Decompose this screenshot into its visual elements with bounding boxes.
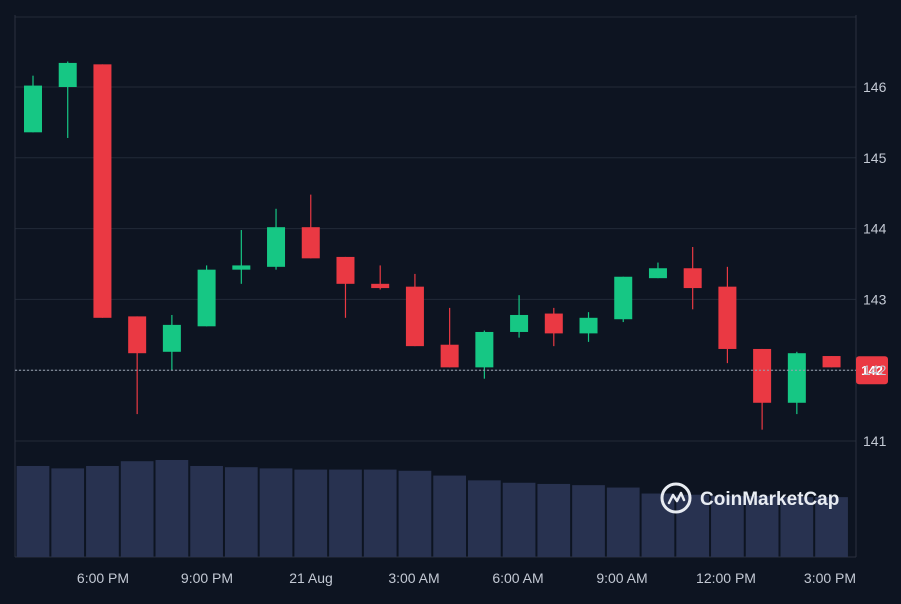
y-tick-label: 145	[863, 150, 887, 166]
volume-bar	[224, 467, 258, 557]
y-tick-label: 144	[863, 221, 887, 237]
candle-down	[822, 356, 841, 368]
y-tick-label: 143	[863, 291, 887, 307]
current-price-tag-background	[856, 356, 888, 385]
volume-bar	[155, 460, 189, 557]
candle-up	[510, 295, 529, 338]
candle-up	[232, 230, 251, 284]
candle-body	[267, 227, 286, 267]
candle-body	[787, 353, 806, 403]
volume-bar	[398, 470, 432, 557]
candle-body	[683, 268, 702, 289]
candle-body	[822, 356, 841, 368]
volume-bar	[780, 497, 814, 557]
candle-body	[162, 324, 181, 352]
candle-body	[301, 227, 320, 259]
y-tick-label: 141	[863, 433, 887, 449]
candle-body	[128, 316, 147, 354]
current-price-label: 142	[861, 363, 883, 378]
volume-bar	[815, 497, 848, 557]
current-price-tag: 142	[856, 356, 888, 385]
volume-bar	[468, 480, 501, 557]
candle-body	[197, 269, 216, 327]
volume-bar	[572, 485, 605, 557]
candle-body	[614, 276, 633, 320]
candle-up	[648, 262, 667, 279]
candle-body	[510, 314, 529, 332]
candle-down	[301, 194, 320, 259]
candle-up	[579, 312, 598, 342]
volume-bar	[676, 494, 710, 557]
volume-bar	[745, 495, 779, 557]
candle-body	[232, 265, 251, 270]
chart-grid	[15, 16, 856, 442]
candle-body	[58, 62, 77, 87]
candle-body	[93, 64, 112, 318]
x-tick-label: 3:00 AM	[388, 570, 439, 586]
candle-up	[267, 208, 286, 270]
x-tick-label: 6:00 PM	[77, 570, 129, 586]
candle-down	[93, 64, 112, 318]
candle-down	[683, 247, 702, 310]
volume-bar	[51, 468, 85, 557]
watermark-text: CoinMarketCap	[700, 489, 839, 510]
candle-body	[544, 313, 563, 334]
coinmarketcap-logo-icon	[660, 482, 692, 514]
y-tick-label: 146	[863, 79, 887, 95]
candle-up	[614, 276, 633, 323]
volume-bar	[120, 461, 154, 557]
candle-body	[24, 85, 42, 133]
x-tick-label: 3:00 PM	[804, 570, 856, 586]
volume-bar	[329, 469, 362, 557]
candle-body	[579, 317, 598, 334]
x-tick-label: 9:00 PM	[181, 570, 233, 586]
candle-body	[371, 283, 390, 289]
candle-down	[336, 256, 355, 318]
volume-bar	[711, 495, 744, 557]
volume-bar	[502, 482, 536, 557]
candle-down	[718, 266, 737, 364]
candle-up	[787, 351, 806, 415]
watermark: CoinMarketCap	[660, 482, 839, 514]
candle-up	[162, 314, 181, 371]
candle-body	[475, 331, 494, 368]
candle-up	[475, 330, 494, 379]
y-axis: 141 142 143 144 145 146	[863, 79, 887, 449]
x-tick-label: 21 Aug	[289, 570, 333, 586]
x-tick-label: 9:00 AM	[596, 570, 647, 586]
candle-down	[128, 316, 147, 415]
x-tick-label: 12:00 PM	[696, 570, 756, 586]
volume-bar	[16, 465, 50, 557]
candle-body	[440, 344, 459, 368]
candle-down	[405, 273, 424, 347]
candle-body	[336, 256, 355, 284]
volume-bar	[363, 469, 397, 557]
candle-down	[544, 307, 563, 347]
candle-down	[440, 307, 459, 368]
candle-down	[753, 348, 772, 430]
candle-body	[718, 286, 737, 349]
volume-bars	[16, 460, 848, 557]
candles	[24, 61, 841, 430]
volume-bar	[537, 483, 571, 557]
candle-down	[371, 265, 390, 290]
candle-up	[24, 75, 42, 133]
volume-bar	[190, 465, 223, 557]
volume-bar	[433, 475, 466, 557]
volume-bar	[294, 469, 328, 557]
candle-body	[753, 348, 772, 403]
candle-up	[197, 265, 216, 327]
x-axis: 6:00 PM 9:00 PM 21 Aug 3:00 AM 6:00 AM 9:00 A…	[77, 570, 856, 586]
candle-body	[405, 286, 424, 347]
volume-bar	[259, 468, 293, 557]
candle-body	[648, 268, 667, 279]
volume-bar	[606, 487, 640, 557]
volume-bar	[86, 465, 119, 557]
x-tick-label: 6:00 AM	[492, 570, 543, 586]
y-tick-label: 142	[863, 362, 887, 378]
candle-up	[58, 61, 77, 138]
